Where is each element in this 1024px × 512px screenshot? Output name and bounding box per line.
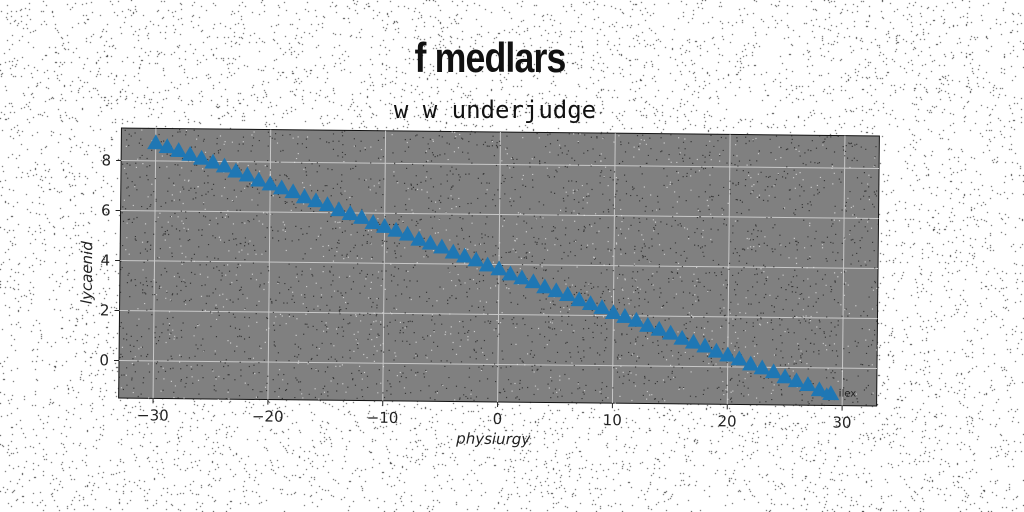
data-point xyxy=(375,218,394,233)
data-point xyxy=(307,192,325,208)
data-point xyxy=(810,381,828,397)
x-grid-line xyxy=(611,133,616,404)
data-point xyxy=(604,304,622,320)
x-tick-label: 10 xyxy=(603,411,622,429)
data-point xyxy=(330,201,348,217)
y-grid-line xyxy=(120,210,879,219)
data-point xyxy=(490,260,508,276)
data-point xyxy=(570,291,588,307)
y-tick-label: 2 xyxy=(100,301,110,319)
data-point xyxy=(581,295,599,311)
x-grid-line xyxy=(152,128,157,399)
data-point xyxy=(215,157,233,173)
x-tick-label: 0 xyxy=(493,410,503,428)
data-point xyxy=(764,363,783,379)
data-point xyxy=(787,372,805,388)
data-point xyxy=(684,333,702,349)
data-point xyxy=(719,346,737,362)
data-point xyxy=(410,230,428,246)
y-tick-label: 8 xyxy=(101,151,111,169)
data-point xyxy=(513,269,531,285)
x-tick-label: −10 xyxy=(367,409,399,427)
data-point xyxy=(639,317,657,332)
data-point xyxy=(547,282,565,298)
y-grid-line xyxy=(121,160,880,169)
data-point xyxy=(730,350,748,366)
data-point xyxy=(616,308,634,323)
data-point xyxy=(753,359,771,375)
y-axis-label: lycaenid xyxy=(78,241,97,305)
data-point xyxy=(776,368,794,384)
data-point xyxy=(204,153,222,169)
data-point xyxy=(456,247,474,263)
data-point xyxy=(742,355,760,371)
data-point xyxy=(707,342,725,358)
data-point xyxy=(799,376,817,392)
x-axis-label: physiurgy xyxy=(455,430,531,449)
data-point xyxy=(318,196,336,212)
data-point xyxy=(284,183,302,199)
data-point xyxy=(353,209,371,224)
data-point xyxy=(627,311,645,327)
x-axis-ticks: −30 −20 −10 0 10 20 30 xyxy=(137,398,852,432)
data-point xyxy=(524,273,542,289)
data-point xyxy=(341,205,359,221)
data-point xyxy=(661,324,680,340)
y-tick-label: 6 xyxy=(101,201,111,219)
data-point xyxy=(398,225,416,241)
y-grid-line xyxy=(119,310,878,319)
data-point xyxy=(227,162,245,178)
data-point xyxy=(650,320,668,336)
x-tick-label: −30 xyxy=(137,406,169,424)
data-point xyxy=(501,265,519,281)
chart-axes-group: −30 −20 −10 0 10 20 30 0 2 4 6 8 physiurgy lycaeni… xyxy=(78,127,880,449)
data-point xyxy=(467,251,485,267)
data-point xyxy=(444,243,462,259)
data-point xyxy=(295,188,313,204)
data-point xyxy=(250,171,268,187)
data-point xyxy=(433,238,451,254)
chart-subtitle: w w underjudge xyxy=(393,96,597,124)
data-point xyxy=(673,329,691,345)
data-point xyxy=(238,166,256,182)
page-title: f medlars xyxy=(414,34,566,81)
legend: ilex xyxy=(820,387,857,400)
x-tick-label: 20 xyxy=(717,412,736,430)
x-tick-label: 30 xyxy=(832,413,851,431)
data-point xyxy=(421,234,439,250)
data-point xyxy=(147,134,165,150)
data-point xyxy=(261,175,279,191)
y-tick-label: 0 xyxy=(99,351,109,369)
data-point xyxy=(593,299,611,315)
data-point xyxy=(192,149,211,165)
data-point xyxy=(559,286,577,302)
legend-marker xyxy=(820,387,833,398)
data-point xyxy=(696,337,714,353)
data-point xyxy=(170,142,188,158)
y-axis-ticks: 0 2 4 6 8 xyxy=(99,151,122,369)
x-grid-line xyxy=(841,135,846,406)
data-point xyxy=(364,214,382,230)
data-point xyxy=(387,221,405,237)
data-point xyxy=(181,145,199,161)
data-point xyxy=(536,278,554,294)
legend-label: ilex xyxy=(839,389,857,400)
x-tick-label: −20 xyxy=(252,407,284,425)
x-grid-line xyxy=(382,130,387,401)
data-point xyxy=(478,256,497,272)
y-tick-label: 4 xyxy=(100,251,110,269)
data-point xyxy=(158,138,176,154)
data-point xyxy=(272,179,291,195)
